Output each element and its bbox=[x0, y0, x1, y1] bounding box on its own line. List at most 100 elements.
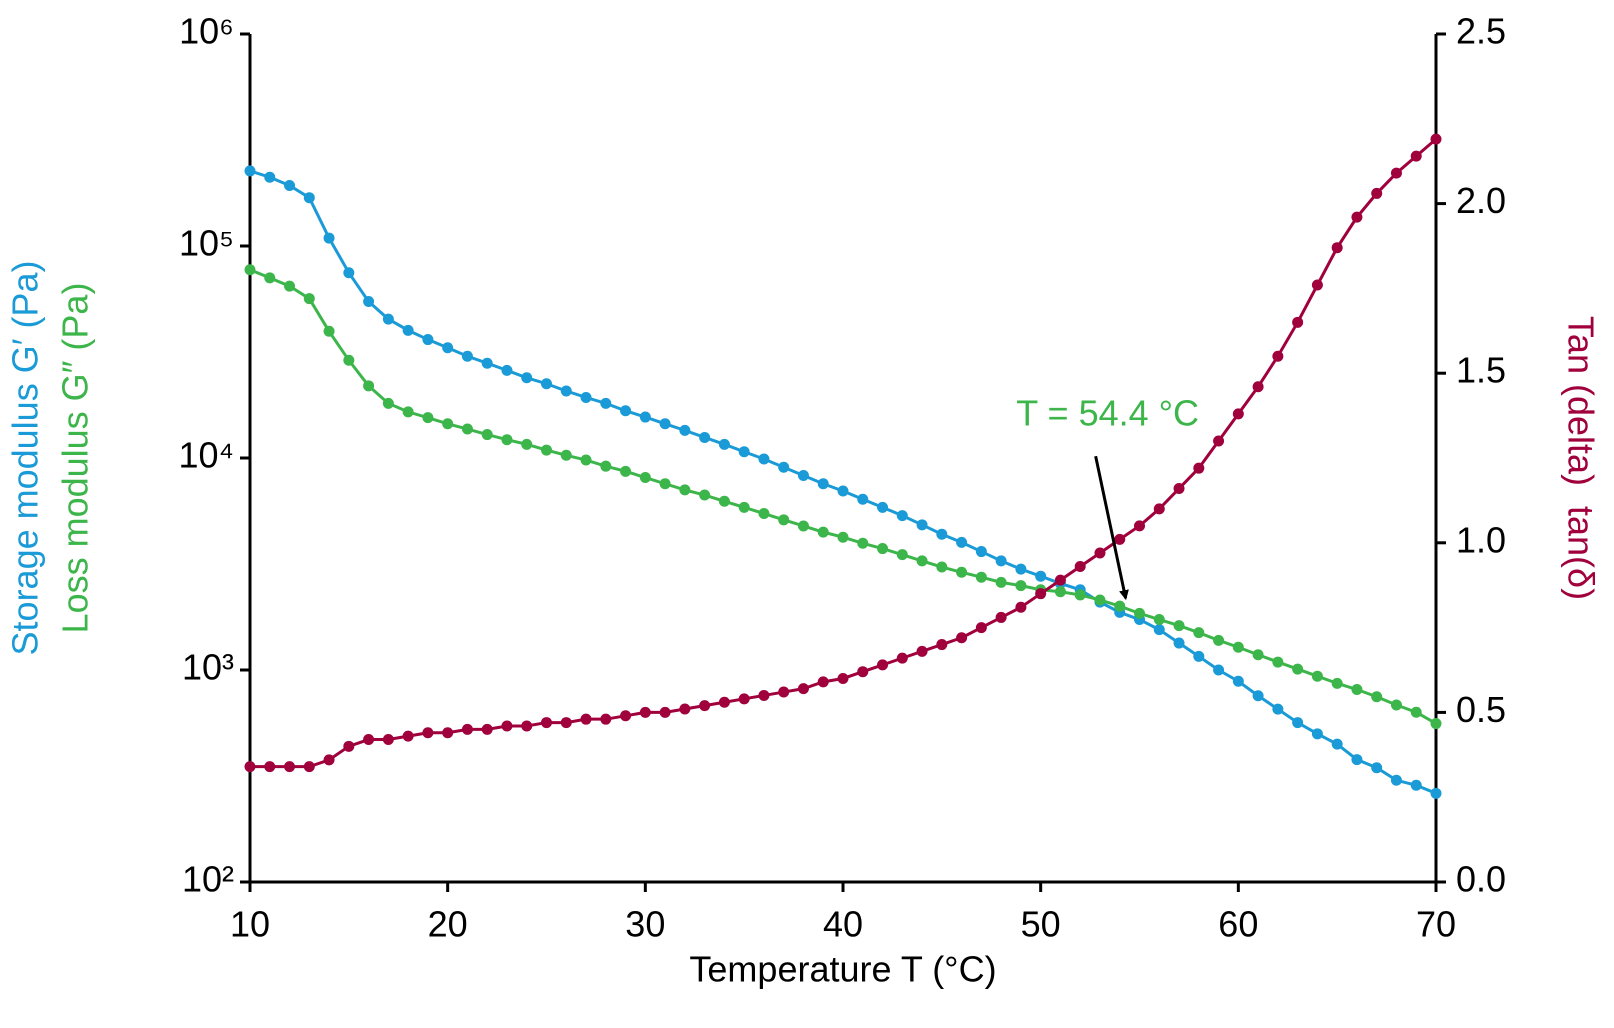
data-point bbox=[521, 720, 533, 732]
data-point bbox=[1134, 607, 1145, 619]
data-point bbox=[1292, 717, 1304, 729]
data-point bbox=[1173, 483, 1185, 495]
y-tick-label: 10⁵ bbox=[179, 223, 234, 264]
data-point bbox=[560, 717, 572, 729]
data-point bbox=[1074, 561, 1086, 573]
data-point bbox=[1015, 563, 1027, 575]
data-point bbox=[1331, 242, 1343, 254]
data-point bbox=[363, 296, 375, 308]
data-point bbox=[1371, 187, 1383, 199]
data-point bbox=[837, 672, 849, 684]
data-point bbox=[778, 514, 790, 526]
data-point bbox=[1054, 574, 1066, 586]
data-point bbox=[877, 659, 889, 671]
data-point bbox=[1292, 316, 1304, 328]
data-point bbox=[521, 372, 533, 384]
y2-tick-label: 1.0 bbox=[1456, 519, 1506, 560]
data-point bbox=[1430, 787, 1442, 799]
data-point bbox=[1094, 547, 1106, 559]
data-point bbox=[1213, 634, 1225, 646]
data-point bbox=[1390, 699, 1402, 711]
data-point bbox=[1252, 690, 1264, 702]
data-point bbox=[343, 354, 355, 366]
data-point bbox=[501, 364, 513, 376]
data-point bbox=[323, 325, 335, 337]
data-point bbox=[837, 485, 849, 497]
data-point bbox=[1094, 594, 1106, 606]
data-point bbox=[758, 689, 770, 701]
data-point bbox=[1351, 754, 1363, 766]
data-point bbox=[1114, 600, 1126, 612]
data-point bbox=[1272, 656, 1284, 668]
data-point bbox=[1054, 586, 1066, 598]
data-point bbox=[1430, 133, 1442, 145]
data-point bbox=[817, 676, 829, 688]
data-point bbox=[1153, 624, 1165, 636]
data-point bbox=[1232, 408, 1244, 420]
data-point bbox=[916, 645, 928, 657]
data-point bbox=[699, 700, 711, 712]
data-point bbox=[1153, 614, 1165, 626]
data-point bbox=[877, 501, 889, 513]
data-point bbox=[521, 438, 533, 450]
data-point bbox=[1371, 691, 1383, 703]
data-point bbox=[975, 571, 987, 583]
data-point bbox=[402, 730, 414, 742]
data-point bbox=[264, 761, 276, 773]
data-point bbox=[382, 313, 394, 325]
data-point bbox=[402, 324, 414, 336]
data-point bbox=[936, 528, 948, 540]
data-point bbox=[1311, 279, 1323, 291]
data-point bbox=[797, 520, 809, 532]
data-point bbox=[975, 546, 987, 558]
data-point bbox=[244, 264, 256, 276]
y-axis-label: Loss modulus G″ (Pa) bbox=[55, 283, 96, 634]
data-point bbox=[264, 171, 276, 183]
data-point bbox=[461, 350, 473, 362]
data-point bbox=[1410, 150, 1422, 162]
data-point bbox=[541, 378, 552, 390]
data-point bbox=[1173, 620, 1185, 632]
data-point bbox=[1173, 637, 1185, 649]
data-point bbox=[1292, 663, 1304, 675]
data-point bbox=[916, 555, 928, 567]
data-point bbox=[442, 418, 454, 430]
data-point bbox=[560, 449, 572, 461]
x-axis-label: Temperature T (°C) bbox=[689, 949, 996, 990]
data-point bbox=[1193, 650, 1205, 662]
data-point bbox=[461, 723, 473, 735]
data-point bbox=[363, 380, 375, 392]
data-point bbox=[1390, 774, 1402, 786]
data-point bbox=[422, 412, 434, 424]
data-point bbox=[699, 431, 711, 443]
data-point bbox=[303, 293, 315, 305]
data-point bbox=[1331, 738, 1343, 750]
data-point bbox=[284, 280, 296, 292]
data-point bbox=[1232, 641, 1244, 653]
data-point bbox=[659, 706, 671, 718]
data-point bbox=[837, 531, 849, 543]
data-point bbox=[244, 761, 256, 773]
data-point bbox=[1193, 627, 1205, 639]
annotation-text: T = 54.4 °C bbox=[1016, 393, 1199, 434]
data-point bbox=[1213, 664, 1225, 676]
data-point bbox=[580, 454, 592, 466]
annotation-arrow bbox=[1094, 455, 1129, 601]
data-point bbox=[896, 510, 908, 522]
data-point bbox=[639, 411, 651, 423]
data-point bbox=[679, 484, 691, 496]
y2-tick-label: 2.5 bbox=[1456, 11, 1506, 52]
data-point bbox=[1272, 703, 1284, 715]
data-point bbox=[1035, 570, 1047, 582]
data-point bbox=[402, 406, 414, 418]
data-point bbox=[560, 385, 572, 397]
x-tick-label: 70 bbox=[1416, 904, 1456, 945]
data-point bbox=[758, 453, 770, 465]
data-point bbox=[896, 549, 908, 561]
x-tick-label: 40 bbox=[823, 904, 863, 945]
data-point bbox=[481, 357, 493, 369]
data-point bbox=[975, 622, 987, 634]
data-point bbox=[738, 446, 750, 458]
data-point bbox=[857, 666, 869, 678]
data-point bbox=[639, 472, 651, 484]
